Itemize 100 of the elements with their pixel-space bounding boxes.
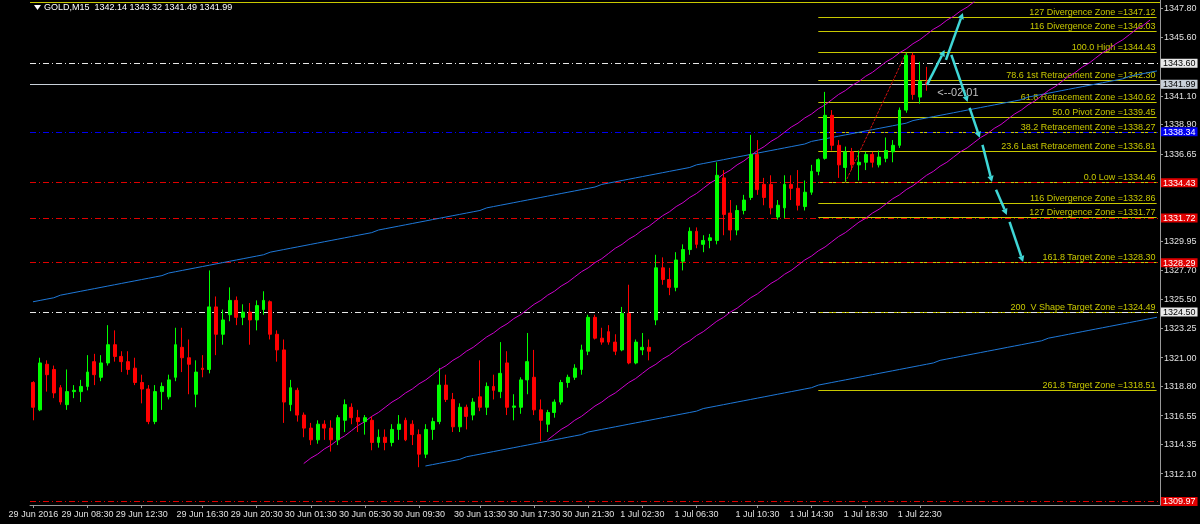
candlestick	[194, 359, 198, 408]
ref-line-label: 1343.60	[1163, 58, 1196, 69]
candlestick	[519, 376, 523, 415]
candlestick	[79, 379, 83, 403]
candlestick	[796, 169, 800, 211]
x-tick-label: 30 Jun 21:30	[562, 508, 615, 519]
y-tick-label: 1318.80	[1164, 381, 1197, 392]
candlestick	[634, 338, 638, 365]
candlestick	[458, 402, 462, 433]
candlestick	[167, 374, 171, 400]
x-tick-label: 1 Jul 06:30	[674, 508, 719, 519]
ref-line-label: 261.8 Target Zone =1318.51	[1042, 379, 1156, 390]
candlestick	[593, 314, 597, 340]
candlestick	[512, 393, 516, 421]
candlestick	[789, 174, 793, 201]
candlestick	[904, 52, 908, 114]
candlestick	[776, 199, 780, 221]
y-tick-label: 1321.00	[1164, 352, 1197, 363]
candlestick	[59, 384, 62, 406]
ref-line-label: 1309.97	[1163, 496, 1196, 507]
x-tick-label: 1 Jul 14:30	[789, 508, 834, 519]
x-tick-label: 1 Jul 22:30	[897, 508, 942, 519]
candlestick	[810, 164, 813, 196]
candlestick	[133, 357, 137, 386]
y-tick-label: 1327.70	[1164, 265, 1197, 276]
candlestick	[146, 384, 150, 425]
ref-line-label: 161.8 Target Zone =1328.30	[1042, 252, 1156, 263]
candlestick	[681, 243, 685, 271]
candlestick	[38, 357, 42, 412]
ref-line-label: 23.6 Last Retracement Zone =1336.81	[1001, 141, 1156, 152]
candlestick	[661, 256, 665, 286]
y-tick-label: 1345.60	[1164, 32, 1197, 43]
candlestick	[275, 329, 279, 363]
candlestick	[877, 150, 881, 168]
y-tick-label: 1314.35	[1164, 439, 1197, 450]
candlestick	[546, 409, 550, 433]
candlestick	[803, 180, 807, 211]
candlestick	[850, 147, 854, 171]
candlestick	[214, 295, 218, 356]
candlestick	[187, 338, 191, 395]
candlestick	[640, 332, 644, 356]
candlestick	[255, 299, 259, 331]
candlestick	[92, 353, 96, 386]
candlestick	[620, 306, 624, 352]
candlestick	[607, 324, 610, 346]
candlestick	[654, 254, 658, 326]
candlestick	[248, 302, 252, 346]
candlestick	[498, 341, 502, 399]
candlestick	[65, 368, 69, 411]
candlestick	[573, 363, 577, 381]
candlestick	[695, 226, 698, 249]
candlestick	[864, 151, 868, 171]
candlestick	[613, 333, 617, 356]
chart-title: GOLD,M15 1342.14 1343.32 1341.49 1341.99	[44, 2, 233, 13]
candlestick	[329, 419, 333, 453]
x-tick-label: 30 Jun 17:30	[508, 508, 561, 519]
x-tick-label: 1 Jul 02:30	[620, 508, 665, 519]
candlestick	[316, 419, 320, 445]
candlestick	[336, 414, 340, 446]
candlestick	[153, 384, 157, 425]
candlestick	[891, 139, 895, 163]
candlestick	[667, 267, 671, 296]
candlestick	[309, 422, 313, 446]
candlestick	[525, 332, 529, 395]
candlestick	[45, 359, 49, 393]
x-tick-label: 29 Jun 16:30	[176, 508, 229, 519]
candlestick	[397, 414, 401, 441]
candlestick	[884, 136, 888, 163]
candlestick	[404, 417, 407, 442]
ref-line-label: 116 Divergence Zone =1332.86	[1029, 192, 1156, 203]
candlestick	[471, 397, 475, 421]
candlestick	[234, 295, 238, 326]
ref-line-label: 1338.34	[1163, 126, 1196, 137]
y-tick-label: 1312.10	[1164, 468, 1197, 479]
ref-line-label: 38.2 Retracement Zone =1338.27	[1020, 122, 1156, 133]
candlestick	[437, 367, 441, 425]
candlestick	[485, 382, 489, 416]
x-tick-label: 30 Jun 09:30	[393, 508, 446, 519]
ref-line-label: 127 Divergence Zone =1331.77	[1029, 206, 1156, 217]
candlestick	[870, 151, 874, 168]
ref-line-label: 127 Divergence Zone =1347.12	[1029, 6, 1156, 17]
candlestick	[837, 139, 841, 179]
line-series	[844, 51, 907, 183]
ref-line-label: 200 V Shape Target Zone =1324.49	[1010, 301, 1156, 312]
candlestick	[383, 428, 387, 451]
candlestick	[823, 91, 827, 161]
candlestick	[451, 392, 455, 433]
line-series	[32, 70, 1158, 303]
candlestick	[180, 327, 184, 373]
candlestick	[282, 338, 286, 424]
x-tick-label: 1 Jul 10:30	[735, 508, 780, 519]
y-tick-label: 1329.95	[1164, 236, 1197, 247]
candlestick	[363, 414, 367, 436]
candlestick	[268, 299, 272, 340]
candlestick	[228, 286, 232, 322]
candlestick	[113, 329, 117, 363]
candlestick	[221, 309, 225, 346]
y-tick-label: 1316.55	[1164, 410, 1197, 421]
candlestick	[174, 327, 177, 382]
candlestick	[207, 269, 211, 374]
